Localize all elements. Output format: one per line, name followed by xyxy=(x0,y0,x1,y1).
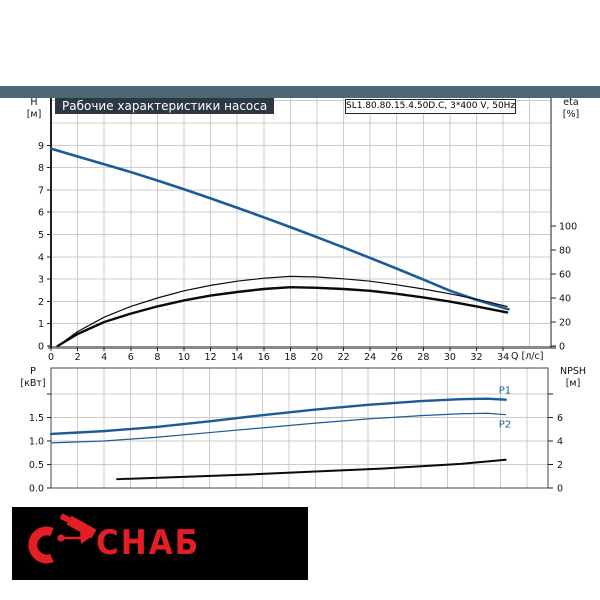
svg-text:30: 30 xyxy=(444,352,456,363)
curve-label-P1: P1 xyxy=(499,386,511,397)
series-P1 xyxy=(49,397,507,436)
svg-text:22: 22 xyxy=(338,352,350,363)
p-axis-unit-label: P [кВт] xyxy=(20,366,46,389)
svg-text:60: 60 xyxy=(559,270,571,281)
svg-text:7: 7 xyxy=(38,185,44,196)
svg-text:2: 2 xyxy=(75,352,81,363)
svg-text:8: 8 xyxy=(154,352,160,363)
svg-text:32: 32 xyxy=(470,352,482,363)
svg-text:28: 28 xyxy=(417,352,429,363)
series-eta1 xyxy=(57,275,508,347)
pump-model-label: SL1.80.80.15.4.50D.C, 3*400 V, 50Hz xyxy=(345,99,516,114)
eta-axis-unit-label: eta [%] xyxy=(562,97,580,120)
h-axis-unit-label: H [м] xyxy=(26,97,42,120)
company-logo: СНАБ xyxy=(12,507,308,580)
svg-text:0: 0 xyxy=(559,342,565,353)
series-P2 xyxy=(50,412,507,444)
svg-text:1.0: 1.0 xyxy=(29,437,44,448)
svg-text:0: 0 xyxy=(48,352,54,363)
svg-text:0: 0 xyxy=(38,342,44,353)
svg-text:4: 4 xyxy=(557,437,563,448)
svg-text:0: 0 xyxy=(557,484,563,495)
svg-text:5: 5 xyxy=(38,230,44,241)
series-NPSH xyxy=(116,458,507,481)
svg-text:16: 16 xyxy=(258,352,270,363)
svg-text:3: 3 xyxy=(38,275,44,286)
svg-text:24: 24 xyxy=(364,352,376,363)
svg-text:1.5: 1.5 xyxy=(29,413,44,424)
svg-text:20: 20 xyxy=(559,318,571,329)
svg-text:100: 100 xyxy=(559,222,577,233)
npsh-axis-unit-label: NPSH [м] xyxy=(559,366,586,389)
svg-text:40: 40 xyxy=(559,294,571,305)
header-bar xyxy=(0,86,600,98)
curve-label-P2: P2 xyxy=(499,420,511,431)
svg-text:6: 6 xyxy=(557,413,563,424)
svg-text:2: 2 xyxy=(557,460,563,471)
logo-text: СНАБ xyxy=(96,523,201,563)
svg-text:80: 80 xyxy=(559,246,571,257)
bottom-chart-frame xyxy=(50,367,549,489)
svg-text:20: 20 xyxy=(311,352,323,363)
svg-text:26: 26 xyxy=(391,352,403,363)
svg-text:6: 6 xyxy=(38,208,44,219)
svg-text:1: 1 xyxy=(38,319,44,330)
svg-text:6: 6 xyxy=(128,352,134,363)
pump-logo-icon xyxy=(28,513,97,564)
svg-text:34: 34 xyxy=(497,352,509,363)
svg-text:14: 14 xyxy=(231,352,243,363)
svg-text:10: 10 xyxy=(178,352,190,363)
svg-text:2: 2 xyxy=(38,297,44,308)
series-H xyxy=(49,147,510,311)
svg-text:4: 4 xyxy=(101,352,107,363)
series-eta2 xyxy=(56,286,509,348)
svg-text:0.5: 0.5 xyxy=(29,460,44,471)
svg-text:12: 12 xyxy=(205,352,217,363)
svg-text:9: 9 xyxy=(38,141,44,152)
page-title: Рабочие характеристики насоса xyxy=(55,98,275,114)
svg-text:18: 18 xyxy=(284,352,296,363)
svg-text:8: 8 xyxy=(38,163,44,174)
svg-text:4: 4 xyxy=(38,252,44,263)
q-axis-unit-label: Q [л/с] xyxy=(511,351,544,362)
svg-text:0.0: 0.0 xyxy=(29,484,44,495)
